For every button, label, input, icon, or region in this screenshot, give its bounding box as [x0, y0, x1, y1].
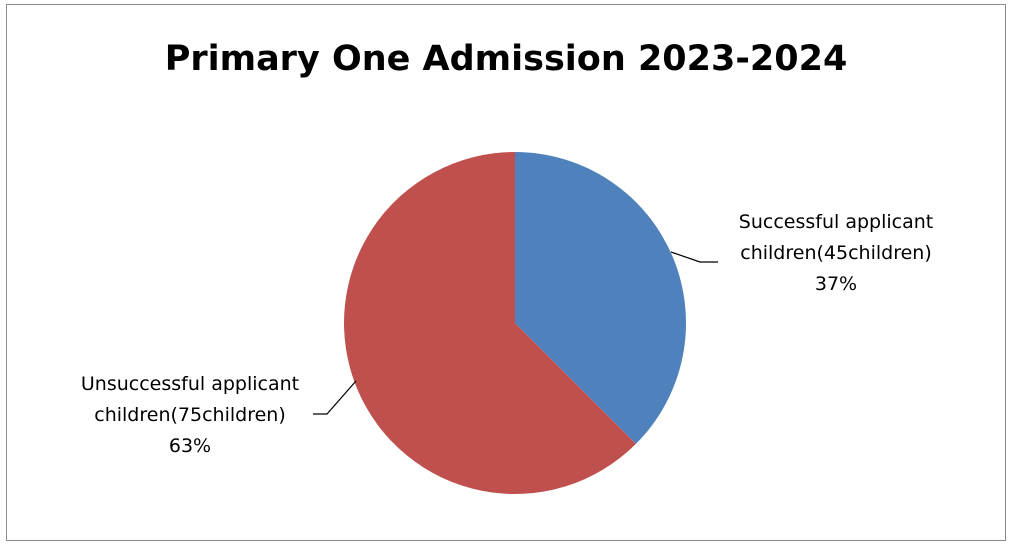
- slice-percent-label-2: 63%: [169, 435, 211, 457]
- leader-line-2: [313, 380, 357, 415]
- slice-label-line2-2: children(75children): [94, 404, 285, 426]
- slice-label-line1-1: Successful applicant: [739, 211, 933, 233]
- pie-slice-2: [344, 152, 636, 494]
- pie-slice-1: [515, 152, 687, 444]
- chart-title: Primary One Admission 2023-2024: [164, 39, 848, 79]
- slice-label-line1-2: Unsuccessful applicant: [81, 373, 299, 395]
- slice-label-line2-1: children(45children): [740, 242, 931, 264]
- slice-percent-label-1: 37%: [815, 273, 857, 295]
- leader-line-1: [670, 251, 718, 263]
